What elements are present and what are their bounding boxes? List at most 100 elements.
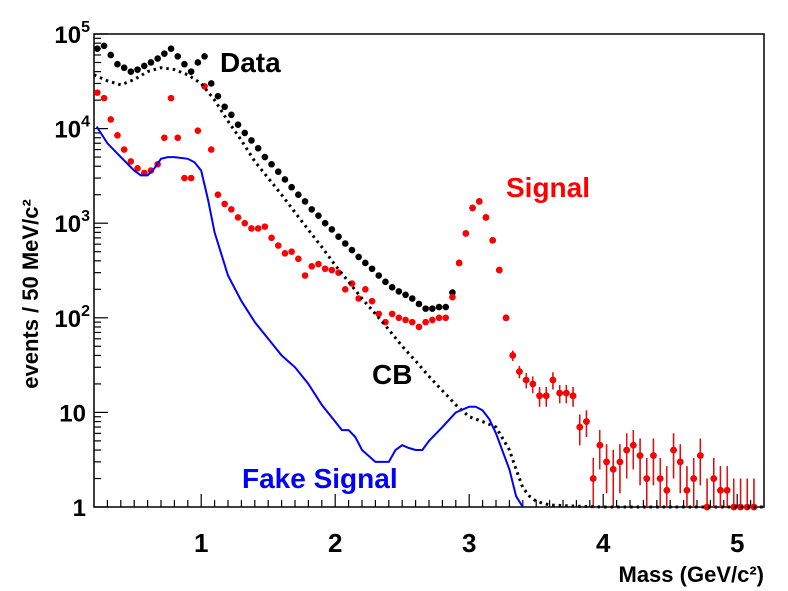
- signal-point: [596, 441, 604, 449]
- signal-point: [516, 368, 523, 375]
- data-point: [442, 303, 450, 311]
- data-point: [194, 59, 202, 66]
- x-tick-label: 1: [194, 528, 208, 558]
- signal-point: [576, 423, 584, 431]
- cb-curve: [93, 66, 764, 509]
- signal-point: [536, 392, 543, 400]
- data-point: [395, 288, 403, 295]
- data-point: [335, 233, 342, 240]
- signal-point: [469, 204, 476, 212]
- signal-point: [522, 376, 530, 384]
- data-point: [429, 305, 436, 312]
- signal-point: [549, 376, 557, 384]
- signal-point: [341, 286, 349, 293]
- signal-point: [616, 458, 624, 466]
- signal-point: [455, 259, 463, 267]
- signal-point: [730, 503, 738, 511]
- signal-point: [181, 174, 188, 182]
- signal-point: [207, 146, 215, 153]
- data-point: [315, 212, 322, 220]
- data-point: [281, 176, 289, 183]
- data-point: [234, 121, 242, 128]
- data-point: [181, 60, 188, 68]
- data-point: [254, 144, 262, 152]
- data-point: [402, 291, 409, 299]
- signal-point: [114, 131, 121, 139]
- y-tick-label: 103: [54, 208, 90, 238]
- signal-point: [335, 269, 342, 276]
- signal-point: [120, 146, 128, 153]
- data-point: [140, 62, 148, 70]
- signal-point: [542, 392, 550, 400]
- data-point: [362, 259, 369, 267]
- signal-point: [187, 174, 195, 182]
- signal-point: [663, 487, 671, 494]
- data-series: [94, 42, 758, 511]
- signal-point: [408, 318, 416, 326]
- annotations: Data Signal CB Fake Signal: [220, 47, 590, 494]
- data-point: [174, 53, 182, 60]
- signal-point: [623, 446, 630, 454]
- data-point: [248, 137, 255, 144]
- signal-point: [134, 165, 141, 172]
- signal-point: [683, 487, 691, 494]
- signal-series: [94, 82, 758, 511]
- data-point: [207, 80, 215, 87]
- signal-point: [435, 314, 443, 322]
- signal-point: [697, 452, 704, 459]
- x-tick-label: 4: [596, 528, 611, 558]
- x-axis-label: Mass (GeV/c²): [619, 562, 765, 587]
- signal-point: [254, 225, 262, 232]
- signal-point: [415, 323, 423, 331]
- data-point: [341, 240, 349, 247]
- fake-signal-curve: [95, 126, 524, 508]
- signal-point: [161, 134, 168, 142]
- signal-point: [529, 380, 537, 388]
- data-point: [167, 45, 175, 52]
- data-point: [288, 183, 295, 191]
- signal-point: [382, 318, 389, 326]
- y-tick-label: 105: [54, 19, 90, 49]
- signal-point: [221, 200, 228, 208]
- signal-point: [583, 418, 590, 425]
- y-tick-label: 102: [54, 303, 90, 333]
- data-point: [127, 68, 135, 75]
- signal-point: [315, 260, 322, 268]
- data-point: [214, 92, 222, 100]
- signal-point: [703, 503, 711, 511]
- data-point: [241, 129, 249, 137]
- data-point: [201, 53, 208, 60]
- signal-point: [362, 286, 369, 293]
- signal-point: [94, 89, 101, 96]
- data-point: [147, 59, 155, 66]
- signal-point: [127, 158, 135, 165]
- data-point: [449, 289, 456, 296]
- signal-point: [281, 250, 289, 257]
- signal-point: [710, 475, 718, 482]
- signal-point: [234, 214, 242, 221]
- data-point: [355, 253, 362, 261]
- signal-point: [442, 314, 450, 322]
- signal-point: [589, 475, 597, 482]
- signal-point: [228, 206, 235, 213]
- data-point: [120, 64, 128, 72]
- signal-point: [656, 475, 664, 482]
- signal-point: [449, 293, 456, 301]
- data-point: [388, 284, 396, 291]
- annotation-data: Data: [220, 47, 281, 78]
- annotation-signal: Signal: [506, 172, 590, 203]
- signal-point: [241, 219, 249, 227]
- data-point: [301, 198, 309, 205]
- signal-point: [328, 266, 336, 274]
- data-point: [328, 226, 336, 233]
- annotation-cb: CB: [372, 359, 412, 390]
- signal-point: [388, 310, 396, 318]
- data-point: [408, 295, 416, 302]
- data-point: [274, 168, 282, 176]
- signal-point: [496, 266, 503, 274]
- signal-point: [489, 236, 496, 244]
- signal-point: [502, 314, 510, 322]
- signal-point: [422, 318, 429, 326]
- data-point: [161, 50, 168, 57]
